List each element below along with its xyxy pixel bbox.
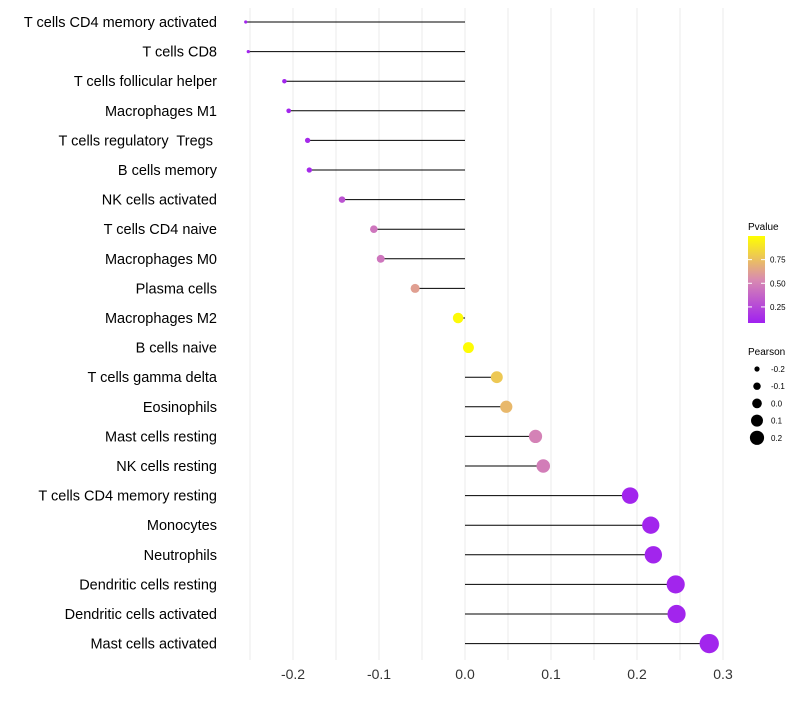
x-tick-label: 0.3 xyxy=(713,666,733,682)
lollipop-point xyxy=(376,254,385,263)
stem-layer xyxy=(245,21,710,645)
y-tick-label: Dendritic cells activated xyxy=(65,607,217,623)
x-tick-label: -0.1 xyxy=(367,666,391,682)
pvalue-colorbar xyxy=(748,236,765,323)
pearson-legend: Pearson -0.2 -0.1 0.0 0.1 0.2 xyxy=(748,347,785,445)
y-tick-label: T cells CD8 xyxy=(142,45,217,61)
pearson-legend-label: -0.1 xyxy=(771,382,785,391)
pearson-legend-dot xyxy=(749,430,765,445)
y-tick-label: Mast cells activated xyxy=(90,637,217,653)
lollipop-point xyxy=(666,575,685,594)
pvalue-legend-label: 0.25 xyxy=(770,303,786,312)
y-tick-label: Dendritic cells resting xyxy=(79,577,217,593)
grid-layer xyxy=(249,8,724,660)
lollipop-point xyxy=(500,400,513,413)
pearson-legend-label: -0.2 xyxy=(771,365,785,374)
y-tick-labels: T cells CD4 memory activated T cells CD8 T… xyxy=(24,15,218,653)
lollipop-point xyxy=(306,167,313,173)
lollipop-point xyxy=(642,516,660,534)
pearson-legend-dot xyxy=(752,398,762,409)
lollipop-point xyxy=(370,225,378,234)
pearson-legend-label: 0.1 xyxy=(771,417,783,426)
x-tick-labels: -0.2 -0.1 0.0 0.1 0.2 0.3 xyxy=(281,666,733,682)
y-tick-label: T cells follicular helper xyxy=(74,74,217,90)
lollipop-point xyxy=(490,371,503,384)
y-tick-label: NK cells activated xyxy=(102,193,217,209)
pvalue-legend: Pvalue 0.25 0.50 0.75 xyxy=(748,222,786,323)
lollipop-point xyxy=(410,283,420,293)
y-tick-label: B cells naive xyxy=(136,341,217,357)
lollipop-point xyxy=(338,196,346,203)
lollipop-point xyxy=(246,49,250,54)
lollipop-point xyxy=(621,487,639,504)
y-tick-label: T cells gamma delta xyxy=(88,370,218,386)
lollipop-point xyxy=(644,546,663,564)
y-tick-label: Macrophages M2 xyxy=(105,311,217,327)
y-tick-label: Eosinophils xyxy=(143,400,217,416)
lollipop-point xyxy=(462,342,474,354)
y-tick-label: T cells CD4 memory resting xyxy=(38,489,217,505)
pearson-legend-title: Pearson xyxy=(748,347,785,358)
y-tick-label: T cells CD4 memory activated xyxy=(24,15,217,31)
point-layer xyxy=(244,20,719,654)
lollipop-point xyxy=(452,312,464,324)
pearson-legend-dot xyxy=(751,414,763,427)
pvalue-legend-label: 0.50 xyxy=(770,279,786,288)
lollipop-point xyxy=(528,429,543,444)
y-tick-label: B cells memory xyxy=(118,163,218,179)
lollipop-point xyxy=(667,604,686,624)
y-tick-label: Macrophages M0 xyxy=(105,252,217,268)
x-tick-label: 0.1 xyxy=(541,666,561,682)
lollipop-point xyxy=(304,137,311,144)
pearson-legend-label: 0.0 xyxy=(771,399,783,408)
pearson-legend-dot xyxy=(754,366,760,372)
y-tick-label: Monocytes xyxy=(147,518,217,534)
x-tick-label: 0.2 xyxy=(627,666,647,682)
y-tick-label: NK cells resting xyxy=(116,459,217,475)
pearson-legend-label: 0.2 xyxy=(771,434,783,443)
pearson-legend-items: -0.2 -0.1 0.0 0.1 0.2 xyxy=(749,365,785,445)
y-tick-label: Neutrophils xyxy=(144,548,217,564)
pvalue-legend-label: 0.75 xyxy=(770,256,786,265)
pvalue-legend-ticks: 0.25 0.50 0.75 xyxy=(748,256,786,312)
y-tick-label: T cells regulatory Tregs xyxy=(59,133,218,149)
pvalue-legend-title: Pvalue xyxy=(748,222,779,233)
y-tick-label: T cells CD4 naive xyxy=(104,222,217,238)
lollipop-point xyxy=(536,459,551,473)
y-tick-label: Macrophages M1 xyxy=(105,104,217,120)
y-tick-label: Plasma cells xyxy=(136,281,217,297)
pearson-legend-dot xyxy=(753,382,761,390)
lollipop-point xyxy=(699,633,719,654)
x-tick-label: 0.0 xyxy=(455,666,475,682)
lollipop-point xyxy=(286,108,292,114)
x-tick-label: -0.2 xyxy=(281,666,305,682)
lollipop-point xyxy=(244,20,248,24)
lollipop-point xyxy=(282,78,287,84)
y-tick-label: Mast cells resting xyxy=(105,429,217,445)
